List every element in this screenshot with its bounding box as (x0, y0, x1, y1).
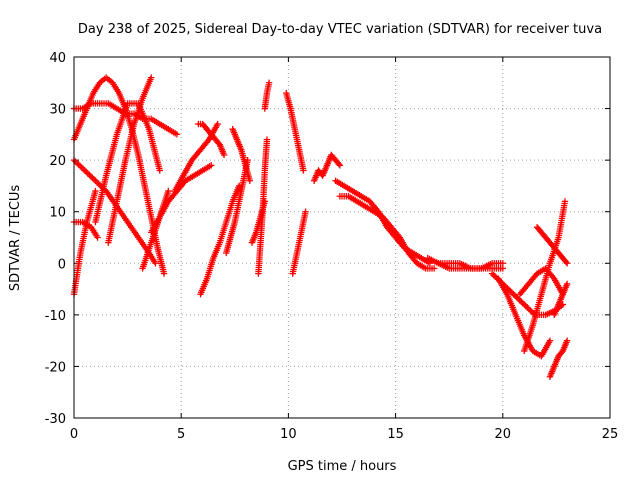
data-point-marker (160, 270, 168, 277)
y-tick-label: 40 (49, 51, 66, 66)
series-arc-19 (289, 208, 309, 277)
series-arc-18 (283, 89, 307, 174)
data-point-marker (300, 167, 307, 174)
series-arc-22 (336, 193, 438, 272)
y-tick-label: 20 (49, 154, 66, 169)
data-point-marker (165, 187, 172, 195)
data-point-marker (499, 260, 506, 267)
data-point-marker (220, 151, 228, 159)
data-point-marker (92, 187, 99, 195)
x-tick-label: 10 (280, 427, 297, 442)
data-point-marker (152, 260, 159, 267)
data-point-marker (173, 131, 181, 138)
x-tick-label: 20 (495, 427, 512, 442)
y-tick-label: -30 (45, 412, 66, 427)
data-point-marker (263, 136, 271, 143)
data-point-marker (430, 265, 438, 272)
data-point-marker (335, 160, 342, 168)
data-point-marker (214, 120, 221, 128)
series-arc-29 (533, 223, 571, 267)
data-point-marker (246, 177, 254, 184)
y-tick-label: -10 (45, 309, 66, 324)
data-point-marker (562, 258, 570, 266)
y-axis-label: SDTVAR / TECUs (8, 185, 23, 292)
series-arc-14 (229, 126, 254, 184)
y-tick-label: 30 (49, 103, 66, 118)
data-point-marker (336, 162, 344, 169)
series-arc-6 (92, 100, 163, 226)
series-arc-17 (261, 79, 273, 112)
plot-frame (73, 56, 611, 419)
series-arc-31 (551, 280, 571, 319)
data-point-marker (563, 280, 571, 288)
series-arc-30 (546, 337, 571, 380)
series-arc-11 (195, 120, 228, 159)
data-point-marker (563, 337, 571, 344)
y-tick-label: 10 (49, 206, 66, 221)
series-arc-16 (255, 136, 271, 277)
y-tick-label: -20 (45, 360, 66, 375)
data-point-marker (302, 208, 309, 215)
chart-title: Day 238 of 2025, Sidereal Day-to-day VTE… (78, 22, 602, 37)
data-point-marker (94, 234, 101, 241)
series-arc-26 (495, 275, 554, 360)
data-point-marker (561, 198, 569, 205)
series-arc-28 (521, 198, 569, 355)
data-point-marker (147, 74, 155, 81)
series-arc-24 (435, 260, 506, 272)
grid (74, 57, 610, 418)
data-markers (70, 74, 571, 380)
x-tick-label: 0 (70, 427, 78, 442)
data-point-marker (265, 79, 273, 86)
y-tick-label: 0 (58, 257, 66, 272)
x-axis-label: GPS time / hours (288, 459, 397, 474)
series-arc-20 (310, 151, 344, 184)
series-arc-12 (197, 182, 243, 298)
x-tick-label: 25 (602, 427, 619, 442)
series-arc-27 (516, 265, 567, 298)
data-point-marker (546, 337, 554, 344)
series-arc-7 (105, 74, 155, 246)
x-tick-label: 15 (387, 427, 404, 442)
data-point-marker (156, 167, 163, 174)
data-point-marker (563, 260, 571, 267)
x-tick-label: 5 (177, 427, 185, 442)
data-point-marker (208, 162, 215, 169)
